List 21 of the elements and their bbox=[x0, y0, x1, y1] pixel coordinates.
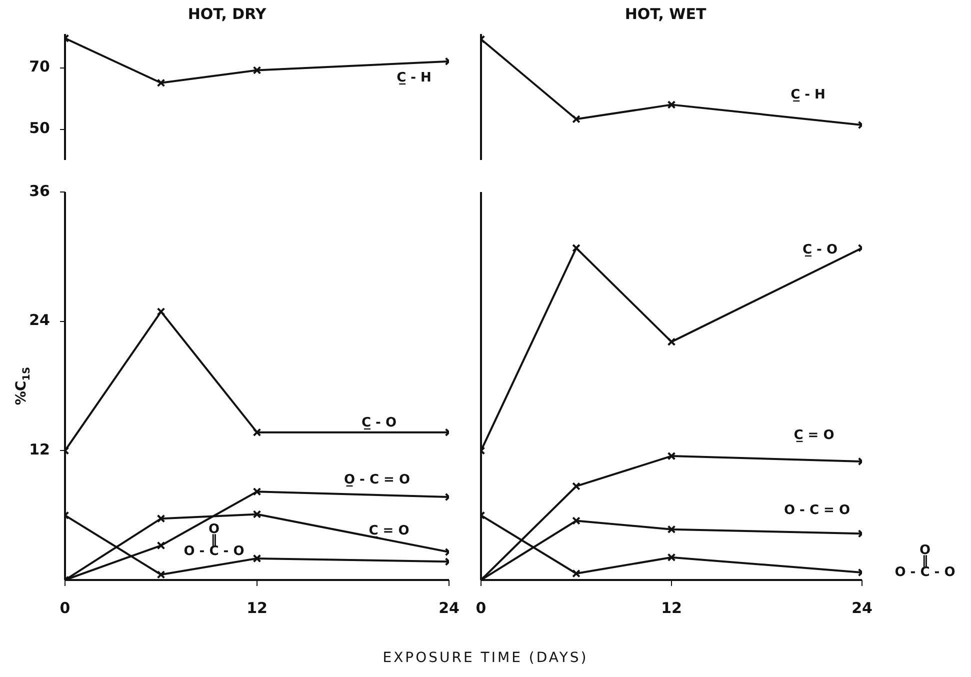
x-tick-label: 24 bbox=[438, 598, 460, 617]
x-tick-label: 12 bbox=[246, 598, 268, 617]
y-tick-label: 24 bbox=[29, 311, 50, 330]
series-label: C̲ - O bbox=[361, 416, 397, 431]
series-label: C̲ - O bbox=[802, 242, 838, 258]
y-tick-label: 70 bbox=[29, 58, 50, 76]
series-label: C̲ = O bbox=[794, 428, 834, 443]
y-tick-label: 36 bbox=[29, 182, 50, 200]
x-tick-label: 24 bbox=[852, 598, 872, 617]
x-tick-label: 0 bbox=[60, 598, 70, 617]
y-axis-title: %C1S bbox=[14, 366, 32, 406]
y-tick-label: 50 bbox=[29, 119, 50, 138]
series-label: C̲ - H bbox=[790, 87, 826, 102]
series-label: O̲ - C = O bbox=[344, 472, 410, 488]
x-tick-label: 0 bbox=[476, 598, 486, 617]
y-tick-label: 12 bbox=[29, 440, 50, 459]
chart-title: HOT, WET bbox=[624, 4, 707, 23]
series-label: C̲ - H bbox=[396, 70, 432, 86]
x-tick-label: 12 bbox=[661, 598, 682, 617]
x-axis-title: EXPOSURE TIME (DAYS) bbox=[382, 650, 590, 666]
chart-title: HOT, DRY bbox=[188, 4, 268, 23]
